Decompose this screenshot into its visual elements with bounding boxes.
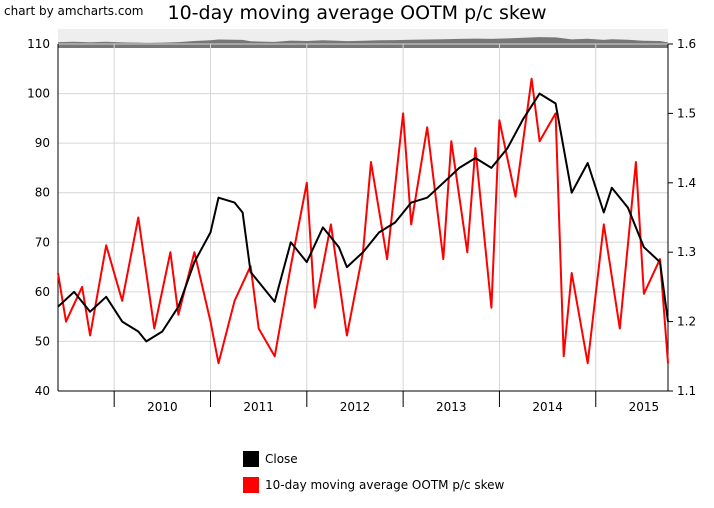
y-right-tick-label: 1.5 xyxy=(677,106,696,120)
y-right-tick-label: 1.1 xyxy=(677,384,696,398)
legend-item-skew[interactable]: 10-day moving average OOTM p/c skew xyxy=(243,472,504,498)
y-right-tick-label: 1.4 xyxy=(677,176,696,190)
x-tick-label: 2015 xyxy=(629,400,660,414)
line-chart: 40 50 60 70 80 90 100 110 1.1 1.2 1.3 1.4 1.5 1.6 2010… xyxy=(27,29,696,414)
legend-swatch-close xyxy=(243,451,259,467)
y-left-tick-label: 70 xyxy=(35,235,50,249)
legend-swatch-skew xyxy=(243,477,259,493)
x-tick-label: 2013 xyxy=(436,400,467,414)
x-tick-label: 2010 xyxy=(147,400,178,414)
legend-label-close: Close xyxy=(265,452,298,466)
y-left-tick-label: 90 xyxy=(35,136,50,150)
y-left-tick-label: 110 xyxy=(27,37,50,51)
y-right-tick-label: 1.3 xyxy=(677,245,696,259)
chart-credit[interactable]: chart by amcharts.com xyxy=(4,4,144,18)
y-left-tick-label: 100 xyxy=(27,87,50,101)
chart-title: 10-day moving average OOTM p/c skew xyxy=(167,2,547,24)
series-line-close xyxy=(57,92,669,343)
x-tick-label: 2014 xyxy=(532,400,563,414)
legend-label-skew: 10-day moving average OOTM p/c skew xyxy=(265,478,505,492)
legend-item-close[interactable]: Close xyxy=(243,446,504,472)
series-line-skew xyxy=(57,77,669,365)
x-tick-label: 2011 xyxy=(243,400,274,414)
y-left-tick-label: 40 xyxy=(35,384,50,398)
legend: Close 10-day moving average OOTM p/c ske… xyxy=(243,446,504,498)
x-tick-label: 2012 xyxy=(340,400,371,414)
y-left-tick-label: 50 xyxy=(35,334,50,348)
y-right-tick-label: 1.2 xyxy=(677,315,696,329)
y-left-tick-label: 80 xyxy=(35,186,50,200)
y-right-tick-label: 1.6 xyxy=(677,37,696,51)
y-left-tick-label: 60 xyxy=(35,285,50,299)
